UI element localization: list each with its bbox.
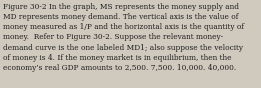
- Text: Figure 30-2 In the graph, MS represents the money supply and
MD represents money: Figure 30-2 In the graph, MS represents …: [3, 3, 244, 72]
